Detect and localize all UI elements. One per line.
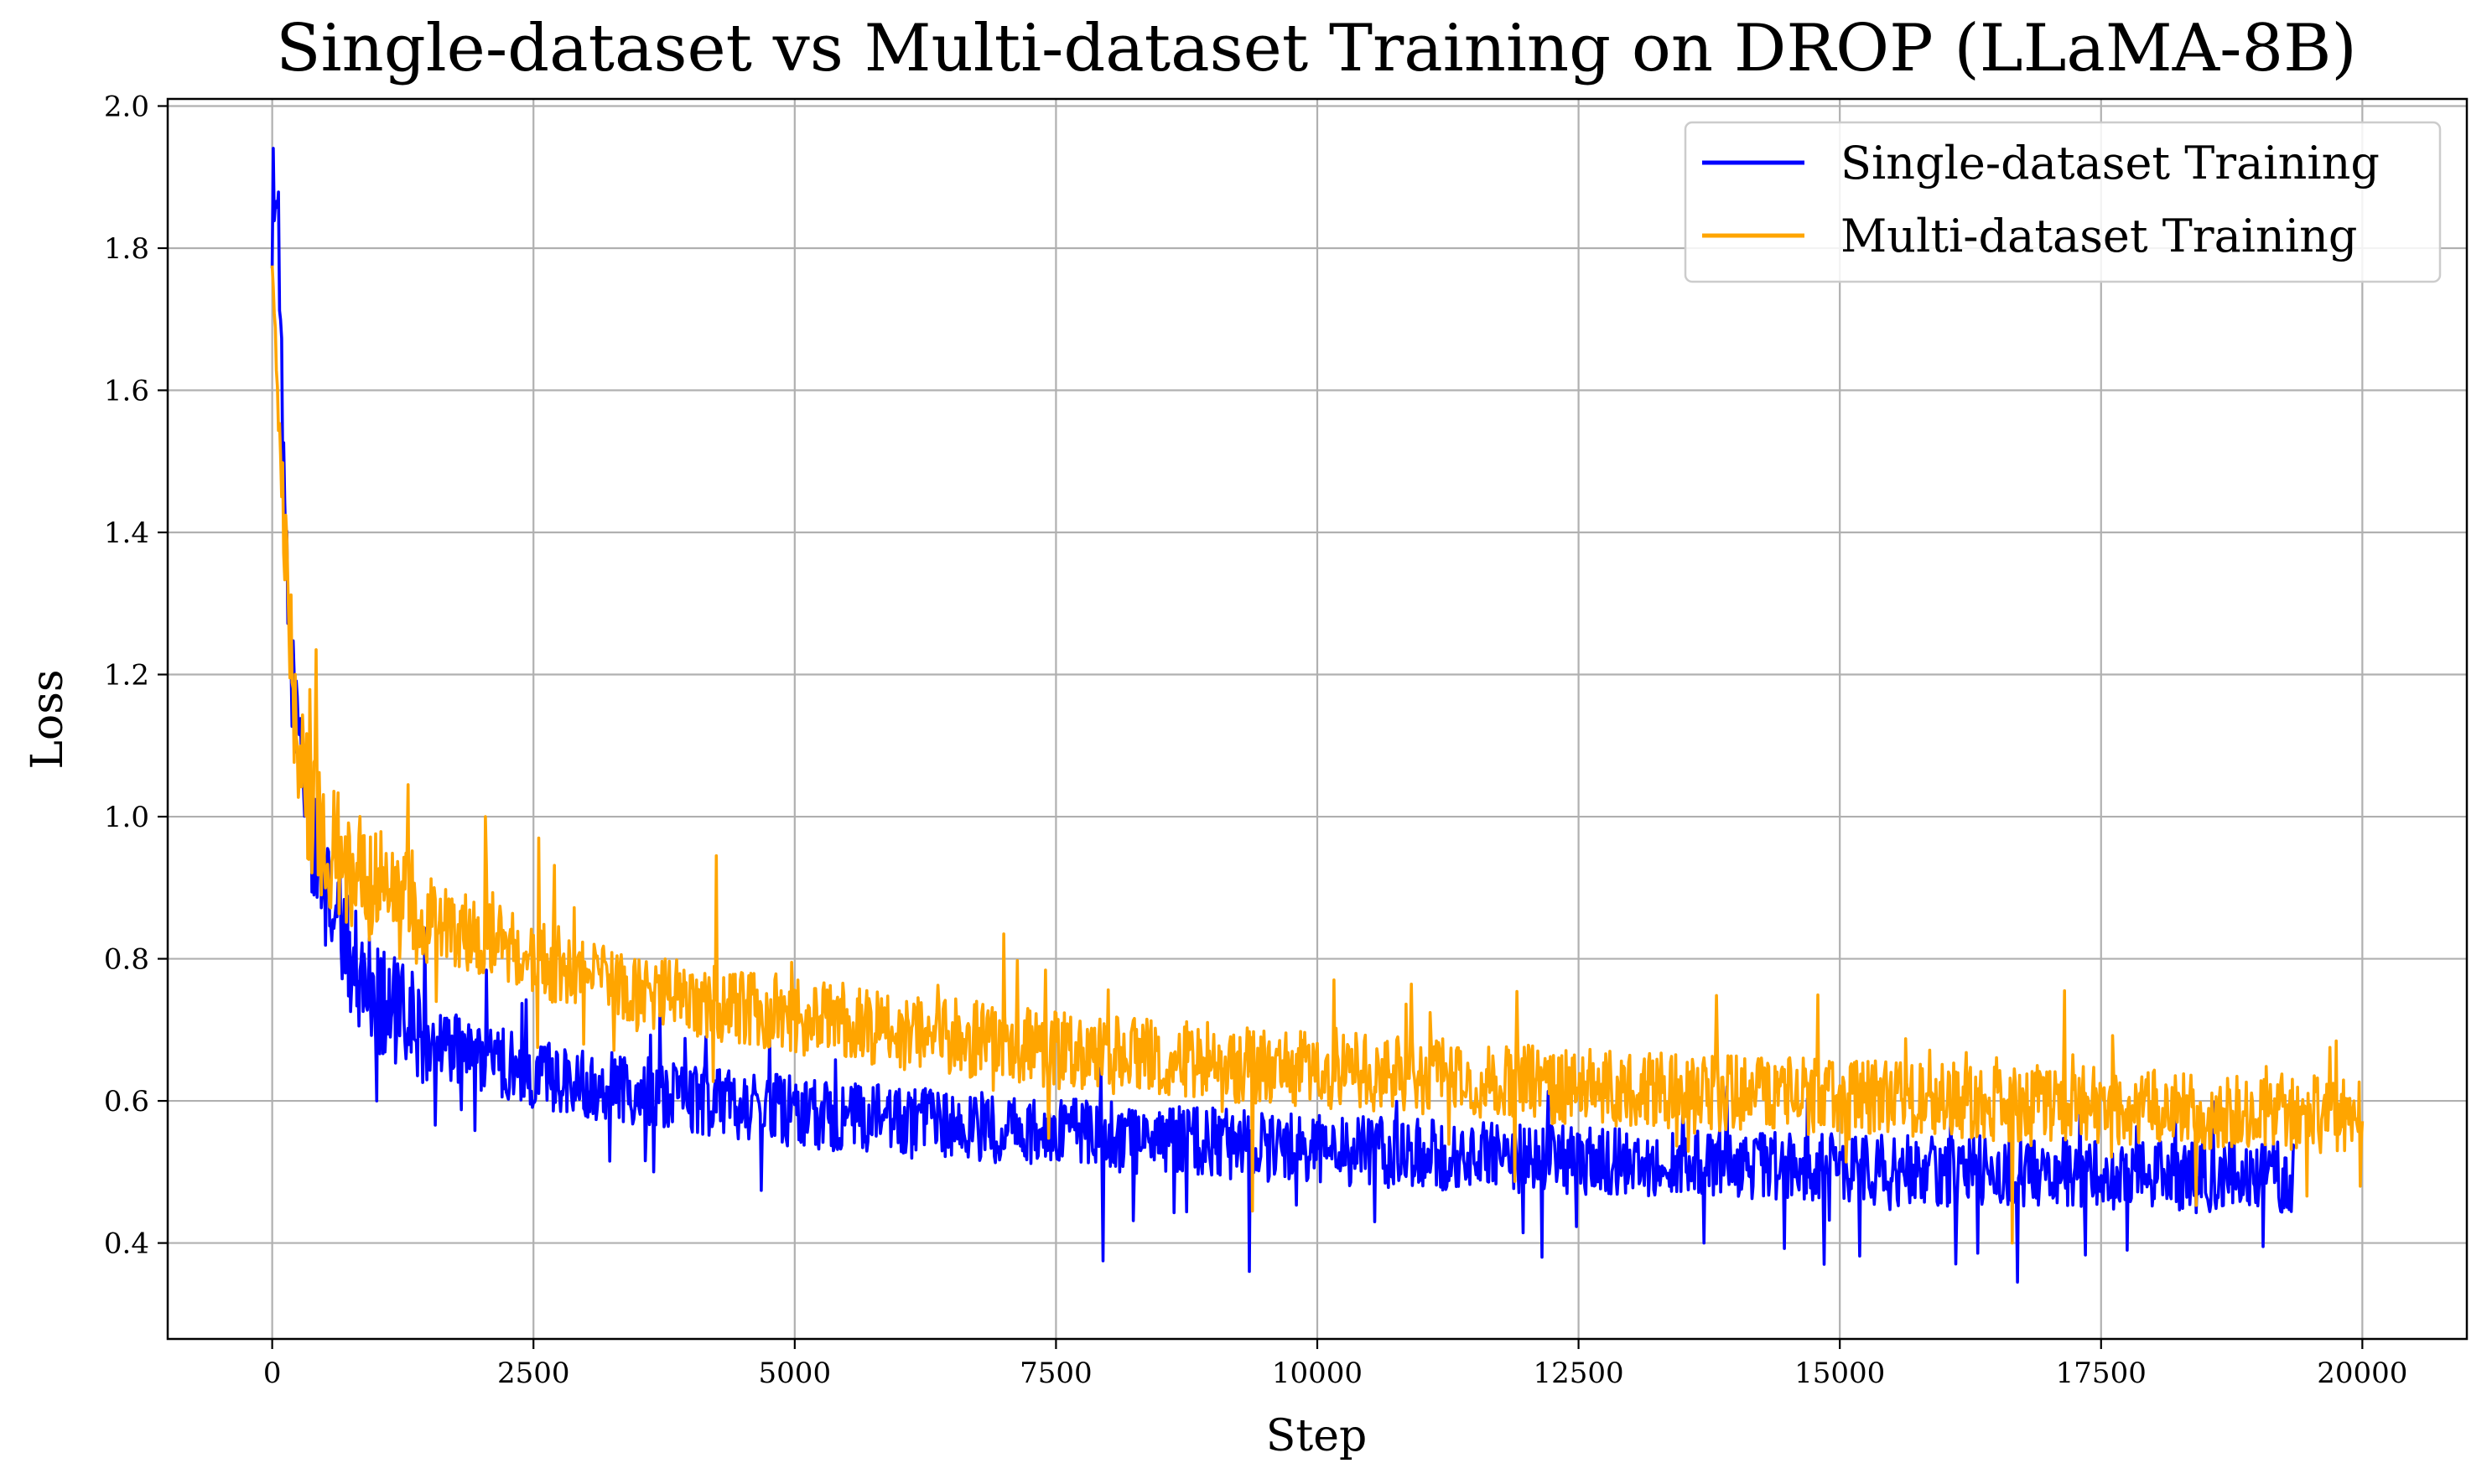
x-tick-label: 7500 (1020, 1357, 1093, 1390)
legend-label-multi-dataset: Multi-dataset Training (1840, 210, 2357, 262)
legend-box (1684, 121, 2442, 283)
series-layer (270, 147, 2365, 1284)
y-tick-label: 0.6 (104, 1085, 149, 1118)
legend-label-single-dataset: Single-dataset Training (1840, 137, 2380, 189)
y-tick-label: 1.2 (104, 659, 149, 693)
x-tick-label: 0 (263, 1357, 282, 1390)
x-tick-label: 2500 (497, 1357, 570, 1390)
x-tick-label: 20000 (2317, 1357, 2407, 1390)
y-axis-label: Loss (23, 669, 73, 769)
y-tick-label: 0.4 (104, 1227, 149, 1261)
x-axis-label: Step (1266, 1411, 1368, 1461)
x-axis-ticks: 0 2500 5000 7500 10000 12500 15000 17500 20000 (263, 1339, 2407, 1390)
series-line-single-dataset (270, 147, 2297, 1284)
legend: Single-dataset Training Multi-dataset Tr… (1684, 121, 2442, 283)
y-tick-label: 1.8 (104, 232, 149, 266)
series-line-multi-dataset (270, 265, 2365, 1245)
x-tick-label: 10000 (1272, 1357, 1363, 1390)
x-tick-label: 12500 (1534, 1357, 1624, 1390)
x-tick-label: 15000 (1794, 1357, 1885, 1390)
y-tick-label: 1.6 (104, 375, 149, 408)
y-axis-ticks: 0.4 0.6 0.8 1.0 1.2 1.4 1.6 1.8 2.0 (104, 90, 168, 1261)
y-tick-label: 1.4 (104, 516, 149, 550)
chart-title: Single-dataset vs Multi-dataset Training… (276, 11, 2357, 86)
x-tick-label: 5000 (759, 1357, 832, 1390)
y-tick-label: 2.0 (104, 90, 149, 123)
x-tick-label: 17500 (2056, 1357, 2147, 1390)
x-gridlines (271, 99, 2364, 1339)
y-tick-label: 0.8 (104, 943, 149, 977)
y-tick-label: 1.0 (104, 801, 149, 834)
